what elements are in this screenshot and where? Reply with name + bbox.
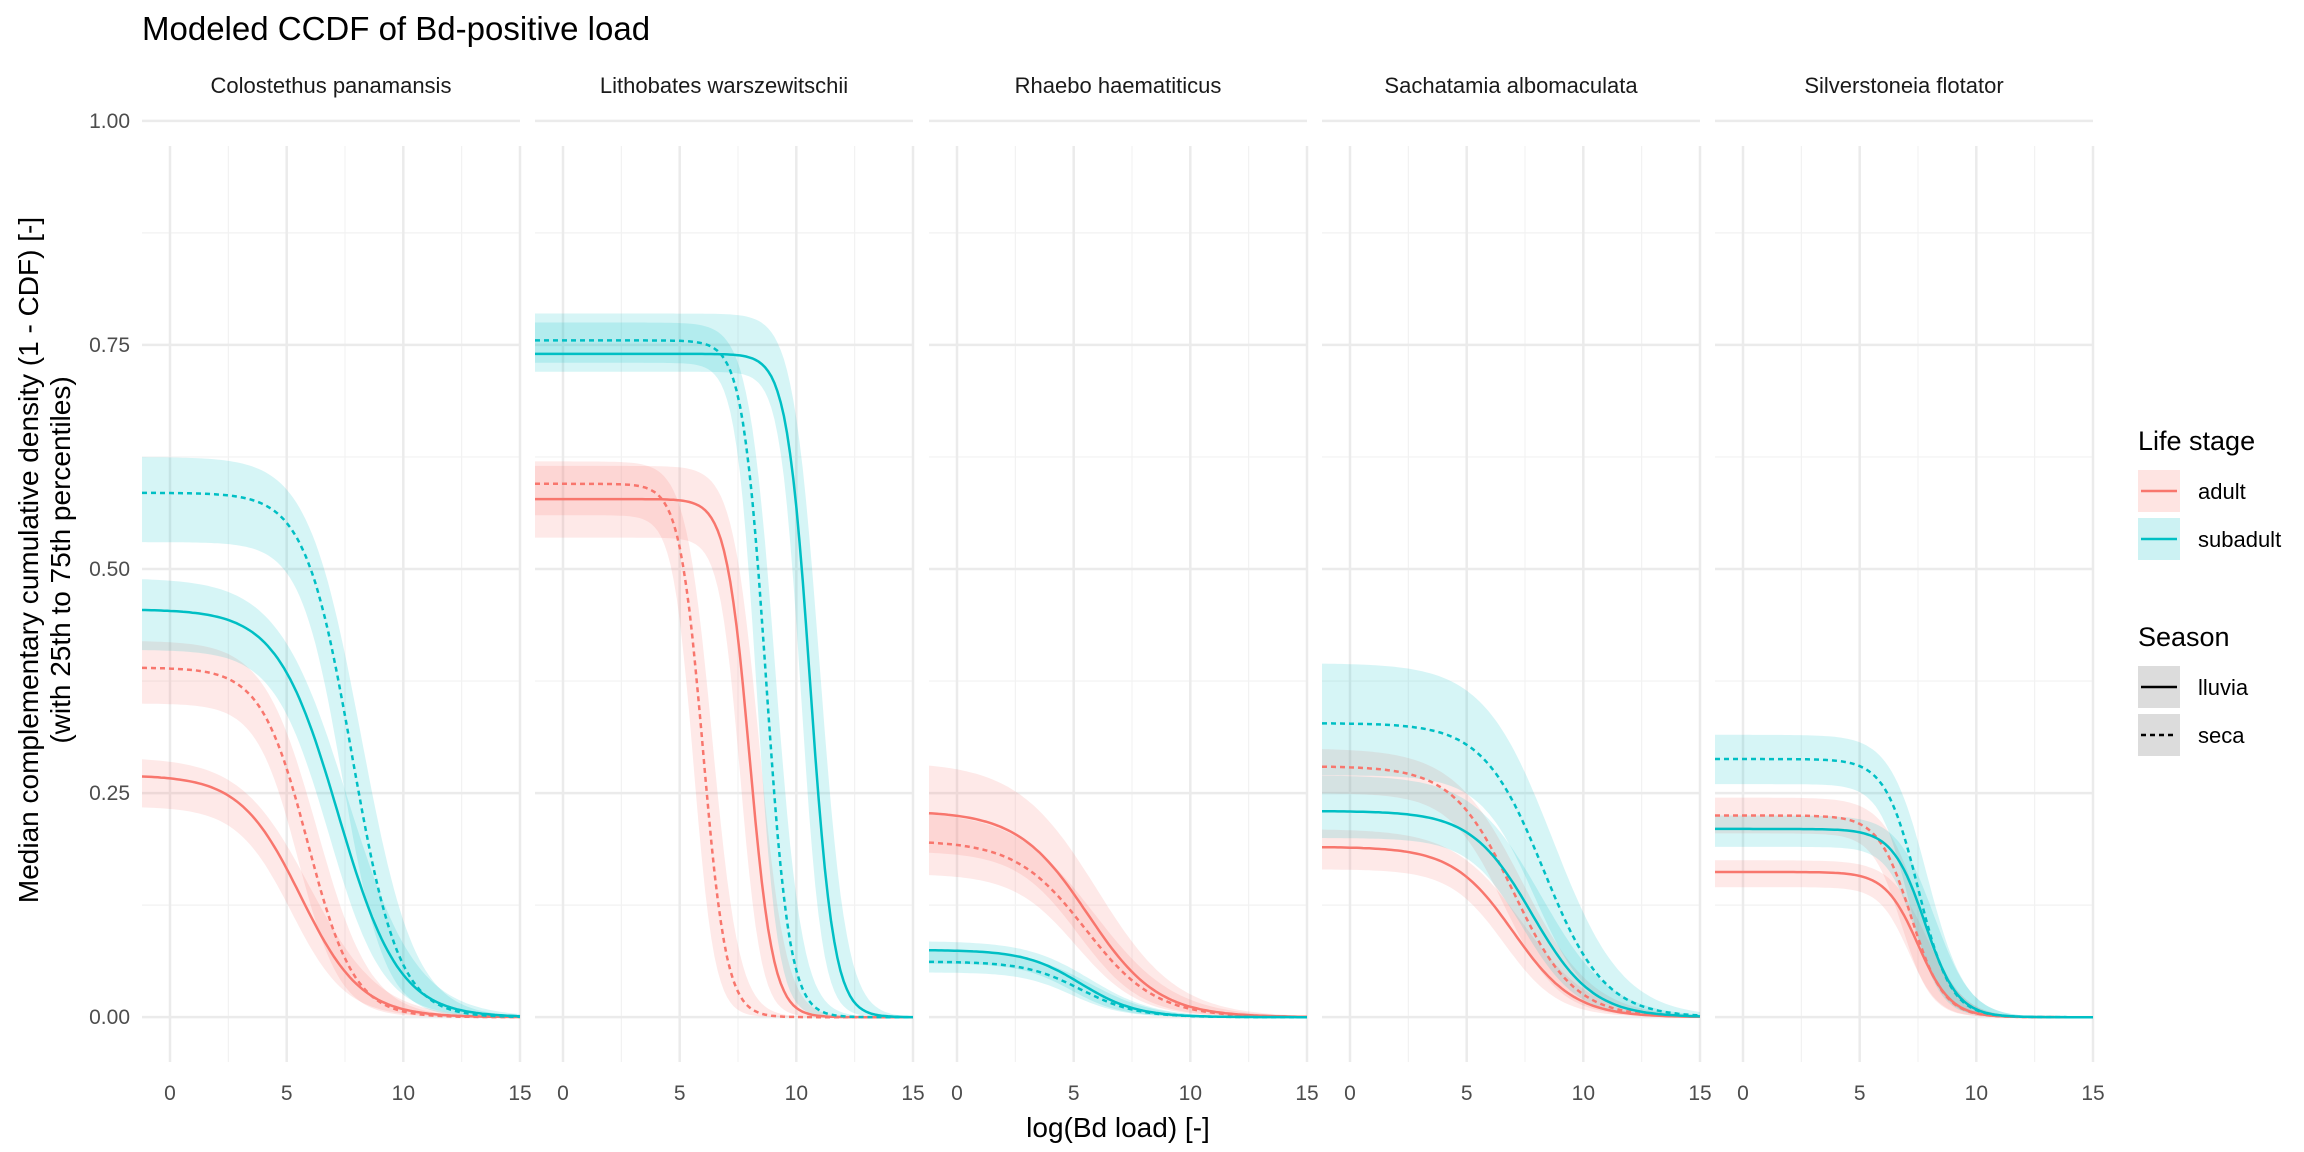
line-subadult-lluvia bbox=[1322, 809, 1701, 1018]
legend-title-life-stage: Life stage bbox=[2138, 426, 2255, 456]
facet-strip-label: Lithobates warszewitschii bbox=[600, 73, 848, 98]
ribbon-adult-lluvia bbox=[929, 765, 1307, 1018]
x-tick-label: 15 bbox=[508, 1082, 531, 1105]
y-axis-label-line-2: (with 25th to 75th percentiles) bbox=[45, 376, 76, 743]
x-tick-label: 10 bbox=[1572, 1082, 1595, 1105]
panel-gridlines bbox=[1715, 119, 2095, 1062]
y-axis-label-line-1: Median complementary cumulative density … bbox=[13, 217, 44, 903]
ribbon-adult-seca bbox=[535, 461, 913, 1018]
x-tick-label: 15 bbox=[2081, 1082, 2104, 1105]
line-subadult-lluvia bbox=[142, 608, 521, 1018]
line-subadult-lluvia bbox=[929, 949, 1307, 1019]
x-tick-label: 5 bbox=[674, 1082, 686, 1105]
x-tick-label: 15 bbox=[901, 1082, 924, 1105]
y-axis: 0.00 0.25 0.50 0.75 1.00 bbox=[89, 110, 130, 1029]
ribbon-adult-lluvia bbox=[1715, 860, 2093, 1018]
ribbon-adult-seca bbox=[929, 814, 1307, 1018]
facet-panel: Silverstoneia flotator 0 5 10 15 bbox=[1715, 73, 2105, 1105]
legend: Life stage adult subadult Season lluvia … bbox=[2138, 426, 2281, 756]
panel-gridlines bbox=[535, 119, 915, 1062]
facet-strip-label: Colostethus panamansis bbox=[211, 73, 452, 98]
facet-panel: Lithobates warszewitschii 0 5 10 15 bbox=[535, 73, 925, 1105]
y-tick-label: 0.25 bbox=[89, 782, 130, 805]
legend-label-seca: seca bbox=[2198, 723, 2245, 748]
line-adult-lluvia bbox=[1322, 845, 1700, 1019]
ribbon-subadult-seca bbox=[142, 457, 520, 1018]
facet-strip-label: Rhaebo haematiticus bbox=[1015, 73, 1222, 98]
x-tick-label: 5 bbox=[1068, 1082, 1080, 1105]
legend-key-subadult bbox=[2138, 518, 2180, 560]
line-subadult-seca bbox=[535, 339, 913, 1019]
chart-title: Modeled CCDF of Bd-positive load bbox=[142, 10, 650, 47]
x-tick-label: 5 bbox=[1854, 1082, 1866, 1105]
x-tick-label: 15 bbox=[1295, 1082, 1318, 1105]
y-tick-label: 1.00 bbox=[89, 110, 130, 133]
x-tick-label: 10 bbox=[1965, 1082, 1988, 1105]
facet-strip-label: Sachatamia albomaculata bbox=[1384, 73, 1638, 98]
legend-label-adult: adult bbox=[2198, 479, 2246, 504]
x-tick-label: 0 bbox=[557, 1082, 569, 1105]
ribbon-subadult-seca bbox=[1715, 734, 2093, 1018]
x-tick-label: 10 bbox=[392, 1082, 415, 1105]
ribbon-subadult-lluvia bbox=[142, 579, 520, 1017]
y-tick-label: 0.75 bbox=[89, 334, 130, 357]
x-tick-label: 15 bbox=[1688, 1082, 1711, 1105]
x-tick-label: 0 bbox=[951, 1082, 963, 1105]
legend-key-adult bbox=[2138, 470, 2180, 512]
line-adult-seca bbox=[1322, 765, 1700, 1018]
line-subadult-lluvia bbox=[535, 352, 913, 1019]
panel-gridlines bbox=[929, 119, 1309, 1062]
ribbon-adult-lluvia bbox=[1322, 829, 1700, 1018]
x-tick-label: 0 bbox=[164, 1082, 176, 1105]
ribbon-adult-lluvia bbox=[142, 759, 520, 1018]
legend-key-lluvia bbox=[2138, 666, 2180, 708]
line-subadult-seca bbox=[1322, 722, 1701, 1017]
y-tick-label: 0.50 bbox=[89, 558, 130, 581]
panel-gridlines bbox=[142, 119, 522, 1062]
line-adult-seca bbox=[142, 666, 520, 1019]
line-subadult-seca bbox=[142, 491, 521, 1019]
ribbon-adult-seca bbox=[142, 641, 520, 1018]
ribbon-adult-seca bbox=[1715, 797, 2093, 1018]
line-subadult-seca bbox=[929, 960, 1307, 1019]
x-tick-label: 0 bbox=[1737, 1082, 1749, 1105]
line-subadult-seca bbox=[1715, 757, 2093, 1019]
ribbon-subadult-lluvia bbox=[535, 313, 913, 1018]
line-adult-seca bbox=[928, 841, 1308, 1019]
ribbon-adult-seca bbox=[1322, 749, 1700, 1017]
ribbon-subadult-lluvia bbox=[929, 941, 1307, 1018]
y-tick-label: 0.00 bbox=[89, 1006, 130, 1029]
ribbon-subadult-lluvia bbox=[1715, 815, 2093, 1018]
x-tick-label: 10 bbox=[1179, 1082, 1202, 1105]
legend-label-subadult: subadult bbox=[2198, 527, 2281, 552]
panel-gridlines bbox=[1322, 119, 1702, 1062]
facet-panel: Colostethus panamansis 0 5 10 15 bbox=[141, 73, 532, 1105]
line-adult-lluvia bbox=[928, 811, 1307, 1019]
line-adult-seca bbox=[1715, 814, 2093, 1019]
legend-label-lluvia: lluvia bbox=[2198, 675, 2249, 700]
legend-key-seca bbox=[2138, 714, 2180, 756]
facet-panel: Sachatamia albomaculata 0 5 10 15 bbox=[1322, 73, 1712, 1105]
x-tick-label: 5 bbox=[281, 1082, 293, 1105]
ribbon-subadult-lluvia bbox=[1322, 775, 1700, 1017]
x-tick-label: 10 bbox=[785, 1082, 808, 1105]
x-axis-label: log(Bd load) [-] bbox=[1026, 1112, 1210, 1143]
facet-strip-label: Silverstoneia flotator bbox=[1804, 73, 2003, 98]
x-tick-label: 0 bbox=[1344, 1082, 1356, 1105]
x-tick-label: 5 bbox=[1461, 1082, 1473, 1105]
line-adult-seca bbox=[535, 482, 913, 1019]
ribbon-subadult-seca bbox=[1322, 663, 1700, 1017]
ribbon-adult-lluvia bbox=[535, 465, 913, 1018]
legend-title-season: Season bbox=[2138, 622, 2230, 652]
facet-panel: Rhaebo haematiticus 0 5 10 15 bbox=[928, 73, 1319, 1105]
